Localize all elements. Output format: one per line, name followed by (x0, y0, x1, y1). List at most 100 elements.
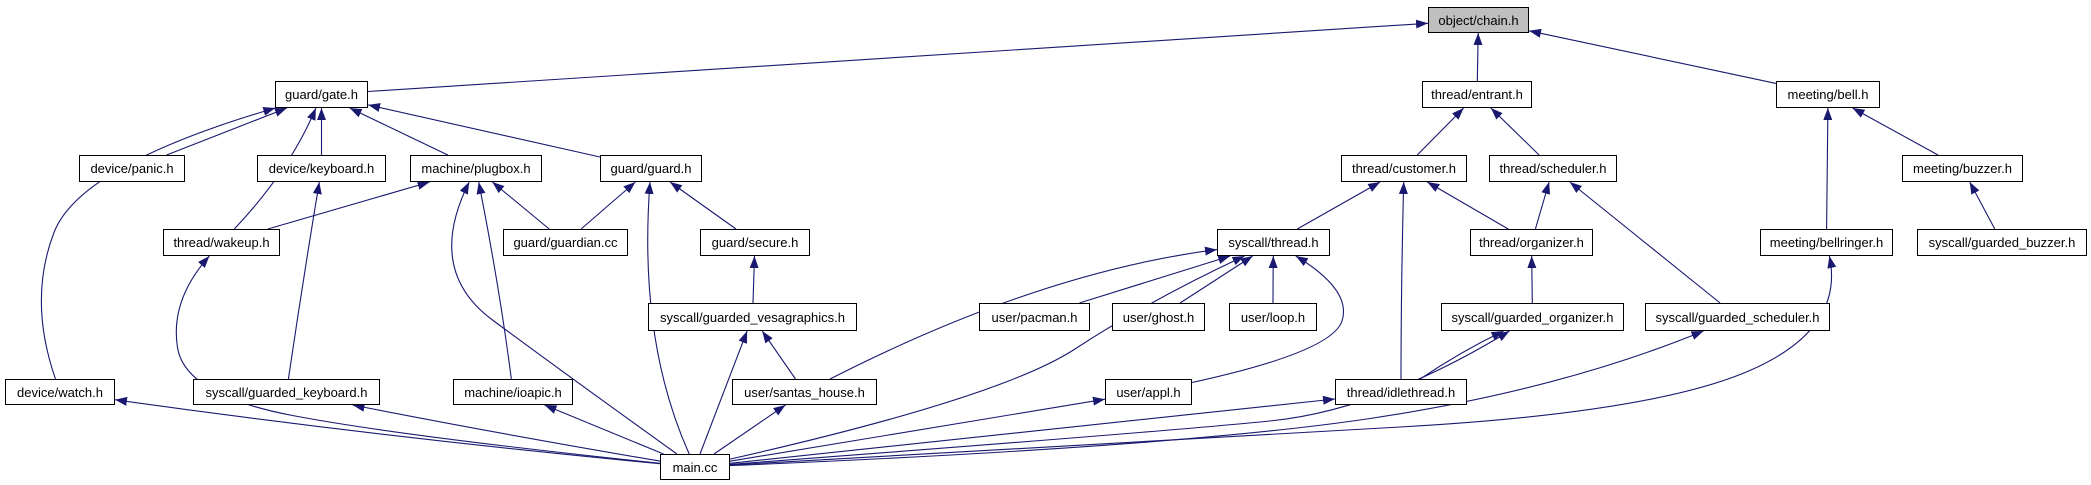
dependency-edge-main-to-ioapic (544, 404, 664, 455)
graph-node-label: syscall/guarded_scheduler.h (1655, 309, 1820, 325)
dependency-edge-appl-to-thread (1191, 255, 1344, 384)
graph-node-bellringer[interactable]: meeting/bellringer.h (1760, 229, 1893, 256)
graph-node-label: thread/idlethread.h (1346, 384, 1456, 400)
dependency-edge-guarded_buzzer-to-buzzer (1969, 181, 1996, 230)
graph-node-label: meeting/buzzer.h (1912, 161, 2012, 176)
dependency-edge-main-to-bellringer (729, 255, 1837, 466)
dependency-edge-bellringer-to-bell (1823, 107, 1833, 230)
graph-node-label: guard/guard.h (610, 161, 692, 176)
dependency-edge-main-to-wakeup (175, 255, 661, 464)
graph-node-guarded_buzzer[interactable]: syscall/guarded_buzzer.h (1917, 229, 2087, 256)
graph-node-label: user/pacman.h (991, 309, 1078, 325)
graph-node-ioapic[interactable]: machine/ioapic.h (453, 379, 573, 405)
graph-node-label: syscall/thread.h (1228, 235, 1319, 250)
dependency-edge-main-to-thread (729, 255, 1245, 460)
graph-node-label: user/santas_house.h (744, 384, 865, 400)
graph-node-label: thread/customer.h (1351, 161, 1457, 176)
graph-node-label: syscall/guarded_keyboard.h (205, 384, 368, 400)
dependency-edge-santas_house-to-thread (829, 246, 1218, 380)
graph-node-label: device/watch.h (17, 384, 103, 400)
graph-node-guarded_organizer[interactable]: syscall/guarded_organizer.h (1441, 303, 1624, 331)
graph-node-label: meeting/bellringer.h (1769, 235, 1884, 250)
graph-node-vesagraphics[interactable]: syscall/guarded_vesagraphics.h (648, 303, 857, 331)
dependency-edge-santas_house-to-vesagraphics (761, 330, 796, 380)
dependency-edge-idlethread-to-customer (1398, 181, 1408, 380)
dependency-edge-entrant-to-chain (1473, 32, 1483, 82)
dependency-edge-main-to-idlethread (729, 395, 1336, 464)
dependency-edge-bell-to-chain (1528, 28, 1777, 84)
dependency-edge-pacman-to-thread (1079, 255, 1231, 304)
graph-node-guarded_keyboard[interactable]: syscall/guarded_keyboard.h (193, 379, 380, 405)
graph-node-watch[interactable]: device/watch.h (5, 379, 115, 405)
dependency-edge-main-to-watch (114, 396, 661, 465)
dependency-edge-ioapic-to-plugbox (476, 181, 512, 380)
dependency-edge-guarded_organizer-to-organizer (1527, 255, 1537, 304)
graph-node-pacman[interactable]: user/pacman.h (979, 303, 1090, 331)
graph-node-label: machine/ioapic.h (464, 384, 562, 400)
graph-node-customer[interactable]: thread/customer.h (1341, 155, 1467, 182)
graph-node-label: user/appl.h (1116, 384, 1181, 400)
dependency-edge-gate-to-chain (367, 19, 1429, 93)
graph-node-santas_house[interactable]: user/santas_house.h (732, 379, 877, 405)
graph-node-label: guard/guardian.cc (513, 235, 618, 250)
graph-node-label: meeting/bell.h (1787, 87, 1869, 102)
dependency-edge-main-to-guarded_keyboard (352, 402, 661, 462)
dependency-edge-organizer-to-scheduler (1534, 181, 1551, 230)
graph-node-ghost[interactable]: user/ghost.h (1112, 303, 1205, 331)
graph-node-label: object/chain.h (1438, 12, 1519, 28)
graph-node-label: syscall/guarded_buzzer.h (1928, 235, 2076, 250)
graph-node-chain[interactable]: object/chain.h (1428, 7, 1529, 33)
dependency-edge-idlethread-to-guarded_organizer (1419, 330, 1504, 380)
graph-node-gate[interactable]: guard/gate.h (275, 81, 368, 108)
dependency-edge-main-to-santas_house (713, 404, 786, 455)
dependency-edge-ghost-to-thread (1179, 255, 1253, 304)
graph-node-label: thread/scheduler.h (1499, 161, 1607, 176)
dependency-edge-wakeup-to-plugbox (267, 181, 430, 230)
dependency-edge-guarded_scheduler-to-scheduler (1569, 181, 1721, 304)
graph-node-label: thread/organizer.h (1479, 235, 1584, 250)
graph-node-main[interactable]: main.cc (660, 454, 730, 480)
graph-node-label: main.cc (672, 459, 718, 475)
graph-node-loop[interactable]: user/loop.h (1229, 303, 1317, 331)
graph-node-guardian[interactable]: guard/guardian.cc (503, 229, 628, 256)
graph-node-label: user/ghost.h (1122, 309, 1195, 325)
graph-node-organizer[interactable]: thread/organizer.h (1470, 229, 1593, 256)
graph-node-panic[interactable]: device/panic.h (79, 155, 185, 182)
graph-node-label: device/panic.h (90, 161, 174, 176)
dependency-edge-guard-to-gate (367, 103, 601, 158)
graph-node-secure[interactable]: guard/secure.h (700, 229, 810, 256)
graph-node-label: thread/entrant.h (1431, 87, 1523, 102)
graph-node-wakeup[interactable]: thread/wakeup.h (163, 229, 280, 256)
dependency-edge-customer-to-entrant (1416, 107, 1465, 156)
dependency-edge-main-to-plugbox (451, 181, 678, 455)
graph-node-idlethread[interactable]: thread/idlethread.h (1335, 379, 1467, 405)
dependency-edge-plugbox-to-gate (349, 107, 449, 156)
graph-node-label: user/loop.h (1240, 309, 1306, 325)
graph-node-label: syscall/guarded_organizer.h (1451, 309, 1614, 325)
dependency-edge-main-to-vesagraphics (699, 330, 748, 455)
graph-node-label: syscall/guarded_vesagraphics.h (660, 309, 845, 325)
dependency-edge-scheduler-to-entrant (1490, 107, 1540, 156)
graph-node-guarded_scheduler[interactable]: syscall/guarded_scheduler.h (1645, 303, 1830, 331)
dependency-edge-watch-to-gate (40, 107, 276, 380)
graph-node-entrant[interactable]: thread/entrant.h (1422, 81, 1532, 108)
dependency-edge-organizer-to-customer (1427, 181, 1509, 230)
dependency-edge-panic-to-gate (166, 107, 288, 156)
dependency-edge-guardian-to-plugbox (491, 181, 550, 230)
graph-node-thread[interactable]: syscall/thread.h (1217, 229, 1330, 256)
graph-node-guard[interactable]: guard/guard.h (600, 155, 702, 182)
dependency-edge-main-to-guarded_scheduler (729, 330, 1704, 467)
dependency-edge-guardian-to-guard (580, 181, 636, 230)
graph-node-buzzer[interactable]: meeting/buzzer.h (1902, 155, 2023, 182)
graph-node-keyboard[interactable]: device/keyboard.h (257, 155, 386, 182)
graph-node-bell[interactable]: meeting/bell.h (1776, 81, 1880, 108)
dependency-edge-thread-to-customer (1297, 181, 1381, 230)
graph-node-appl[interactable]: user/appl.h (1105, 379, 1192, 405)
graph-node-label: guard/secure.h (711, 235, 799, 250)
dependency-edge-main-to-appl (729, 396, 1106, 462)
graph-node-scheduler[interactable]: thread/scheduler.h (1489, 155, 1617, 182)
graph-node-plugbox[interactable]: machine/plugbox.h (410, 155, 542, 182)
dependency-edge-vesagraphics-to-secure (749, 255, 759, 304)
